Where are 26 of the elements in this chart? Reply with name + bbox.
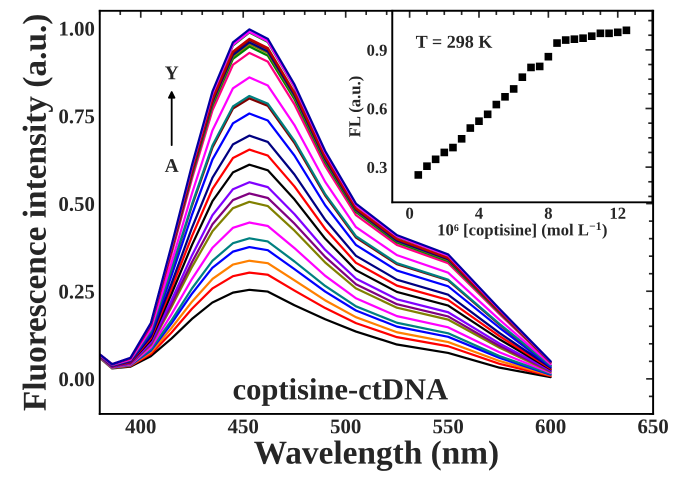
x-tick-label: 650 [638,419,668,434]
x-axis-title: 10⁶ [coptisine] (mol L$^{−1}$) [438,222,607,239]
x-tick-label: 450 [228,419,258,434]
y-tick-label: 0.9 [367,44,387,56]
x-tick-label: 8 [544,208,552,219]
x-tick-label: 4 [475,208,483,219]
annotation: A [164,159,179,172]
annotation: coptisine-ctDNA [234,378,448,406]
y-tick-label: 0.6 [367,103,387,115]
y-axis-title: FL (a.u.) [348,76,364,138]
y-tick-label: 0.75 [59,109,94,124]
x-axis-title: Wavelength (nm) [254,440,498,471]
annotation: Y [165,66,178,80]
y-tick-label: 0.3 [367,162,387,174]
y-axis-title: Fluorescence intensity (a.u.) [22,15,53,411]
annotation: T = 298 K [416,36,492,48]
x-tick-label: 500 [330,419,361,434]
y-tick-label: 1.00 [60,22,94,36]
y-tick-label: 0.00 [59,372,94,386]
x-tick-label: 550 [433,419,463,434]
x-tick-label: 400 [125,419,156,434]
y-tick-label: 0.25 [59,284,94,299]
x-tick-label: 12 [610,208,626,219]
y-tick-label: 0.50 [59,196,94,212]
x-tick-label: 600 [536,419,566,434]
x-tick-label: 0 [406,208,414,219]
